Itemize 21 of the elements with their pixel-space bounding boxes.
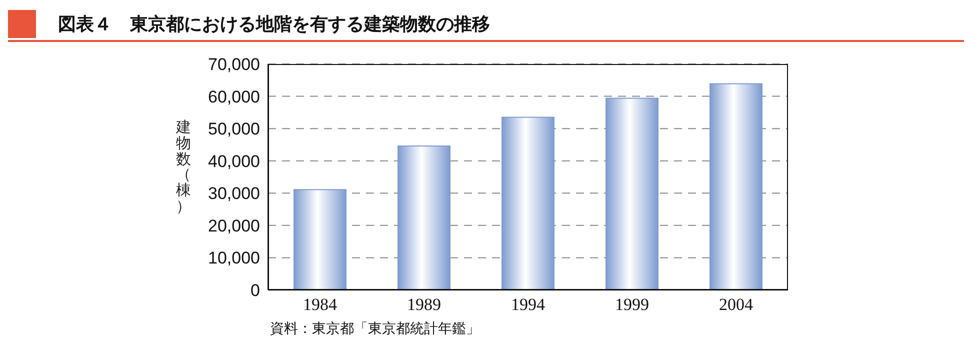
chart-title: 図表４ 東京都における地階を有する建築物数の推移 (58, 13, 490, 36)
x-tick-label: 1984 (303, 295, 338, 314)
bar (710, 83, 762, 290)
y-tick-label: 40,000 (208, 152, 260, 171)
y-axis-title: 建物数（棟） (176, 118, 191, 215)
x-tick-label: 1994 (511, 295, 546, 314)
bar (606, 98, 658, 290)
x-tick-label: 1999 (615, 295, 649, 314)
y-tick-label: 10,000 (208, 248, 260, 268)
y-tick-label: 50,000 (208, 120, 260, 139)
y-tick-label: 20,000 (208, 216, 260, 236)
y-tick-label: 70,000 (208, 55, 260, 74)
x-tick-label: 2004 (719, 295, 754, 314)
bar (502, 116, 554, 290)
bar (294, 189, 346, 290)
x-tick-label: 1989 (407, 295, 441, 314)
bar (398, 146, 450, 290)
y-tick-label: 0 (250, 281, 260, 300)
y-tick-label: 60,000 (208, 87, 260, 106)
text: 資料：東京都「東京都統計年鑑」 (270, 320, 480, 338)
y-tick-label: 30,000 (208, 184, 260, 204)
